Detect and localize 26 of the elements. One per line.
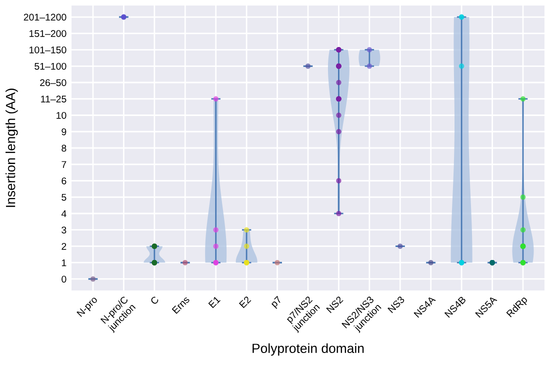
y-tick-label: 6 [62, 177, 66, 184]
y-tick-label: 11–25 [41, 96, 66, 102]
y-tick-label: 5 [62, 194, 66, 201]
y-tick-label: 0 [62, 276, 66, 283]
x-tick-label: E1 [208, 296, 221, 308]
y-tick-label: 4 [61, 210, 66, 218]
y-axis-title: Insertion length (AA) [6, 88, 18, 207]
x-tick-label: C [150, 296, 160, 305]
x-tick-label: E2 [238, 296, 252, 308]
y-tick-label: 151–200 [30, 30, 66, 38]
x-axis-title: Polyprotein domain [252, 343, 364, 356]
y-tick-label: 26–50 [40, 79, 66, 86]
x-tick-label: NS2 [326, 296, 344, 314]
x-tick-label: Erns [172, 296, 190, 314]
y-tick-label: 201–1200 [24, 14, 66, 21]
y-tick-label: 101–150 [30, 46, 66, 54]
y-tick-label: 7 [62, 161, 66, 168]
y-tick-label: 2 [62, 242, 66, 250]
x-tick-label: NS3 [388, 296, 405, 314]
y-tick-label: 10 [56, 112, 66, 119]
x-tick-label: p7 [270, 296, 284, 309]
y-tick-label: 9 [62, 128, 66, 136]
y-tick-label: 51–100 [34, 62, 66, 70]
y-tick-label: 3 [62, 226, 66, 234]
y-tick-label: 1 [62, 259, 66, 266]
y-tick-label: 8 [62, 144, 66, 152]
